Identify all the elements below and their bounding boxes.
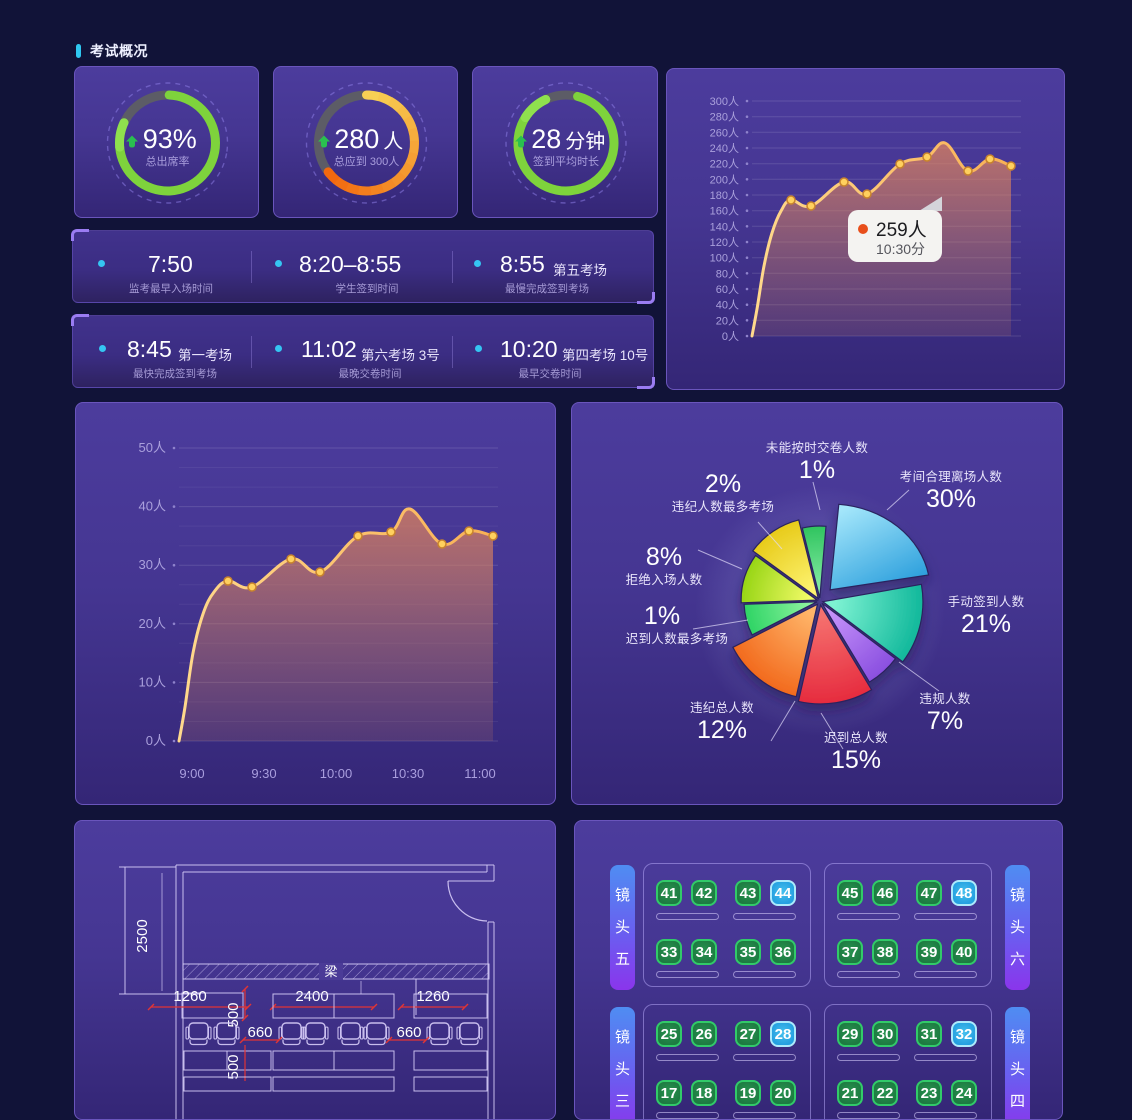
svg-text:1260: 1260: [416, 988, 449, 1005]
svg-text:100人: 100人: [710, 252, 739, 265]
svg-text:160人: 160人: [710, 205, 739, 218]
svg-text:660: 660: [396, 1024, 421, 1041]
svg-text:120人: 120人: [710, 236, 739, 249]
svg-text:20人: 20人: [139, 616, 166, 631]
svg-text:40人: 40人: [716, 299, 739, 312]
svg-text:240人: 240人: [710, 142, 739, 155]
svg-text:260人: 260人: [710, 126, 739, 139]
svg-text:2400: 2400: [295, 988, 328, 1005]
svg-text:10:30: 10:30: [392, 766, 425, 781]
svg-text:259人: 259人: [876, 219, 927, 241]
svg-text:200人: 200人: [710, 173, 739, 186]
svg-text:180人: 180人: [710, 189, 739, 202]
svg-text:30人: 30人: [139, 557, 166, 572]
svg-text:500: 500: [225, 1002, 242, 1027]
svg-text:40人: 40人: [139, 499, 166, 514]
svg-text:220人: 220人: [710, 158, 739, 171]
svg-text:280人: 280人: [710, 111, 739, 124]
svg-text:9:00: 9:00: [179, 766, 204, 781]
svg-text:2500: 2500: [134, 919, 151, 952]
svg-text:50人: 50人: [139, 440, 166, 455]
svg-text:60人: 60人: [716, 283, 739, 296]
svg-text:10:00: 10:00: [320, 766, 353, 781]
svg-text:0人: 0人: [146, 733, 166, 748]
svg-text:20人: 20人: [716, 314, 739, 327]
svg-text:140人: 140人: [710, 220, 739, 233]
svg-text:9:30: 9:30: [251, 766, 276, 781]
svg-text:梁: 梁: [324, 964, 337, 979]
svg-text:500: 500: [225, 1054, 242, 1079]
svg-text:300人: 300人: [710, 95, 739, 108]
svg-text:660: 660: [247, 1024, 272, 1041]
svg-text:10:30分: 10:30分: [876, 241, 925, 257]
svg-text:80人: 80人: [716, 267, 739, 280]
svg-text:11:00: 11:00: [464, 766, 496, 781]
svg-text:1260: 1260: [173, 988, 206, 1005]
svg-text:0人: 0人: [722, 330, 739, 343]
svg-text:10人: 10人: [139, 674, 166, 689]
